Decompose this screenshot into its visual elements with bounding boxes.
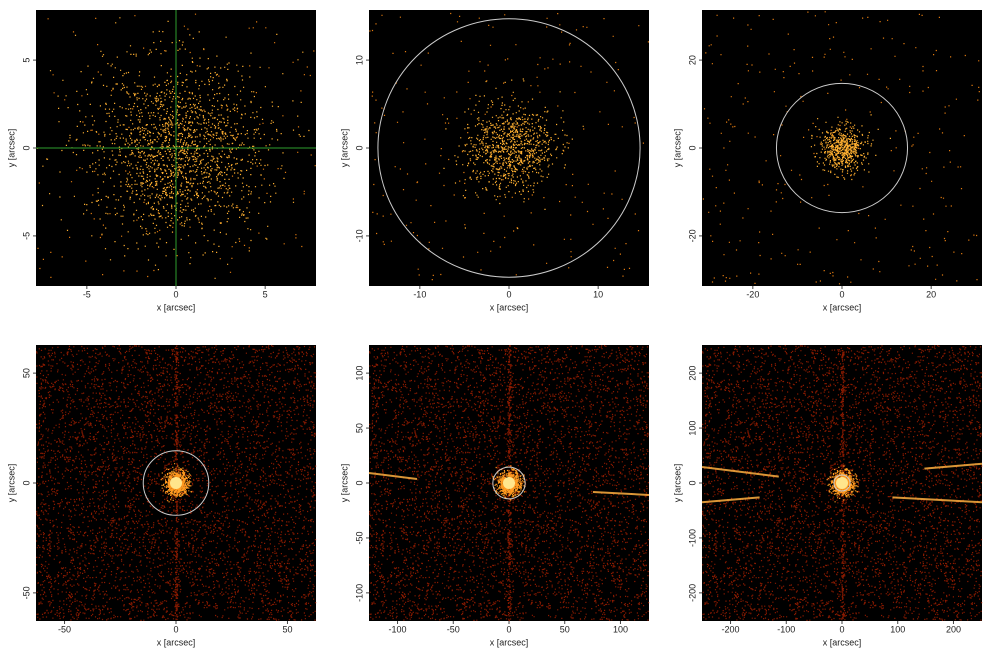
x-tick-label: 0	[839, 289, 844, 299]
aperture-circle	[377, 18, 641, 278]
readout-streak	[701, 496, 760, 504]
x-tick-label: -50	[58, 624, 71, 634]
y-tick-label: 20	[687, 55, 697, 65]
y-tick-label: 10	[354, 55, 364, 65]
x-tick-label: -20	[746, 289, 759, 299]
core-glow	[836, 477, 848, 489]
readout-streak	[592, 491, 650, 496]
y-tick-label: -10	[354, 229, 364, 242]
y-tick-label: -5	[21, 232, 31, 240]
y-tick-label: 0	[21, 480, 31, 485]
x-tick-label: 50	[282, 624, 292, 634]
y-tick-label: 0	[21, 145, 31, 150]
aperture-circle	[492, 466, 526, 500]
y-tick-label: 100	[687, 421, 697, 436]
y-tick-label: 0	[354, 480, 364, 485]
x-tick-label: -10	[413, 289, 426, 299]
x-tick-label: 100	[890, 624, 905, 634]
x-tick-label: 0	[506, 289, 511, 299]
y-tick-label: 5	[21, 58, 31, 63]
y-tick-label: -200	[687, 584, 697, 602]
x-tick-label: 200	[946, 624, 961, 634]
readout-streak	[701, 466, 779, 478]
x-tick-label: 20	[926, 289, 936, 299]
readout-streak	[892, 496, 983, 504]
x-tick-label: -50	[447, 624, 460, 634]
x-tick-label: 100	[613, 624, 628, 634]
y-axis-label: y [arcsec]	[672, 129, 682, 168]
readout-streak	[924, 462, 983, 470]
y-axis-label: y [arcsec]	[339, 129, 349, 168]
y-tick-label: 0	[687, 145, 697, 150]
x-tick-label: -5	[83, 289, 91, 299]
y-tick-label: 0	[687, 480, 697, 485]
photon-counts-bright	[443, 78, 584, 230]
x-tick-label: 0	[173, 289, 178, 299]
x-axis-label: x [arcsec]	[157, 637, 196, 647]
photon-counts-bright	[810, 114, 891, 181]
x-axis-label: x [arcsec]	[490, 637, 529, 647]
x-axis-label: x [arcsec]	[823, 637, 862, 647]
x-axis-label: x [arcsec]	[157, 302, 196, 312]
aperture-circle	[775, 82, 909, 214]
y-tick-label: -50	[354, 531, 364, 544]
core-glow	[170, 477, 182, 489]
y-tick-label: -20	[687, 229, 697, 242]
y-tick-label: 50	[21, 368, 31, 378]
x-axis-label: x [arcsec]	[490, 302, 529, 312]
x-tick-label: 10	[593, 289, 603, 299]
x-tick-label: 0	[506, 624, 511, 634]
y-tick-label: -50	[21, 586, 31, 599]
x-tick-label: -200	[722, 624, 740, 634]
y-tick-label: 100	[354, 366, 364, 381]
y-tick-label: 200	[687, 366, 697, 381]
x-axis-label: x [arcsec]	[823, 302, 862, 312]
y-tick-label: -100	[354, 584, 364, 602]
y-axis-label: y [arcsec]	[339, 464, 349, 503]
x-tick-label: -100	[777, 624, 795, 634]
y-tick-label: 0	[354, 145, 364, 150]
core-glow	[503, 477, 515, 489]
y-axis-label: y [arcsec]	[6, 464, 16, 503]
image-background	[702, 10, 982, 286]
aperture-circle	[833, 474, 851, 492]
y-tick-label: -100	[687, 529, 697, 547]
x-tick-label: -100	[389, 624, 407, 634]
x-tick-label: 0	[173, 624, 178, 634]
aperture-circle	[142, 450, 210, 516]
x-tick-label: 5	[263, 289, 268, 299]
y-axis-label: y [arcsec]	[672, 464, 682, 503]
y-axis-label: y [arcsec]	[6, 129, 16, 168]
x-tick-label: 50	[560, 624, 570, 634]
readout-streak	[368, 472, 418, 480]
x-tick-label: 0	[839, 624, 844, 634]
y-tick-label: 50	[354, 423, 364, 433]
image-background	[369, 10, 649, 286]
